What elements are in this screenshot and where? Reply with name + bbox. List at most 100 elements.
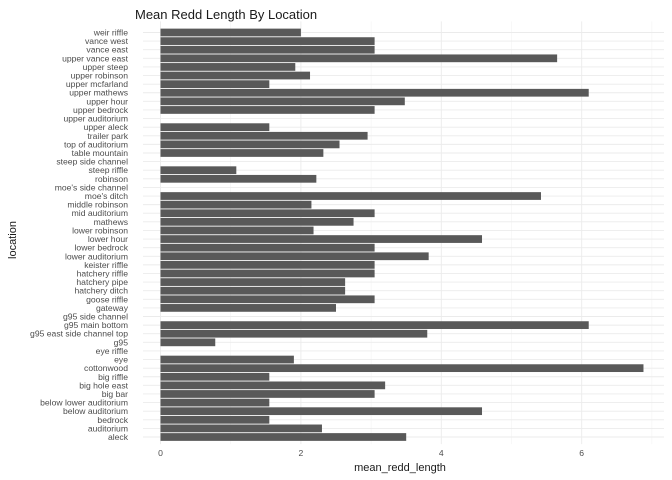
y-tick-label: hatchery pipe — [76, 277, 128, 287]
x-tick-label: 0 — [158, 448, 163, 458]
y-tick-label: g95 — [114, 337, 129, 347]
y-tick-label: middle robinson — [67, 200, 128, 210]
y-tick-label: upper mcfarland — [66, 79, 128, 89]
bar-moe-s-ditch — [160, 192, 541, 200]
bar-g95-east-side-channel-top — [160, 329, 428, 338]
y-tick-label: trailer park — [87, 131, 128, 141]
y-tick-label: mathews — [94, 217, 128, 227]
bar-top-of-auditorium — [160, 140, 340, 149]
bar-upper-robinson — [160, 71, 311, 80]
y-tick-label: aleck — [108, 432, 129, 442]
y-tick-label: g95 side channel — [63, 312, 128, 322]
bar-bedrock — [160, 415, 270, 424]
bar-upper-hour — [160, 97, 405, 106]
y-tick-label: moe's side channel — [55, 182, 128, 192]
bar-big-riffle — [160, 372, 270, 381]
y-tick-label: steep riffle — [89, 165, 129, 175]
bar-upper-steep — [160, 63, 296, 71]
bar-big-hole-east — [160, 381, 386, 390]
y-tick-label: auditorium — [88, 423, 128, 433]
bar-lower-bedrock — [160, 243, 375, 252]
y-tick-label: keister riffle — [84, 260, 128, 270]
y-tick-label: g95 main bottom — [64, 320, 128, 330]
y-tick-label: upper mathews — [69, 88, 128, 98]
y-tick-label: big riffle — [98, 372, 128, 382]
bar-hatchery-ditch — [160, 286, 346, 295]
y-tick-label: lower bedrock — [75, 243, 129, 253]
y-tick-label: eye — [114, 355, 128, 365]
y-tick-label: upper auditorium — [64, 114, 129, 124]
bar-auditorium — [160, 424, 322, 433]
bar-mid-auditorium — [160, 209, 375, 218]
bar-vance-east — [160, 45, 375, 54]
chart-title: Mean Redd Length By Location — [135, 7, 317, 22]
y-tick-label: cottonwood — [84, 363, 128, 373]
y-tick-label: moe's ditch — [85, 191, 128, 201]
y-tick-label: goose riffle — [86, 294, 128, 304]
y-tick-label: gateway — [96, 303, 129, 313]
y-tick-label: vance west — [85, 36, 129, 46]
y-tick-label: robinson — [95, 174, 128, 184]
y-tick-label: lower hour — [88, 234, 128, 244]
x-tick-label: 2 — [299, 448, 304, 458]
x-tick-label: 6 — [579, 448, 584, 458]
bar-eye — [160, 355, 294, 364]
y-tick-label: table mountain — [72, 148, 129, 158]
bar-upper-aleck — [160, 123, 270, 132]
bar-upper-bedrock — [160, 106, 375, 114]
bar-weir-riffle — [160, 28, 301, 37]
bar-lower-auditorium — [160, 252, 429, 261]
bar-vance-west — [160, 37, 375, 45]
y-tick-label: bedrock — [97, 415, 128, 425]
bar-hatchery-riffle — [160, 269, 375, 278]
bar-cottonwood — [160, 364, 644, 373]
y-tick-label: upper hour — [86, 96, 128, 106]
x-tick-label: 4 — [439, 448, 444, 458]
y-tick-label: upper bedrock — [73, 105, 129, 115]
bar-trailer-park — [160, 131, 368, 140]
bar-goose-riffle — [160, 295, 375, 304]
y-tick-label: upper vance east — [62, 53, 129, 63]
y-tick-label: vance east — [86, 45, 128, 55]
bar-big-bar — [160, 390, 375, 398]
y-tick-label: top of auditorium — [64, 139, 128, 149]
bar-gateway — [160, 304, 336, 312]
bar-g95-main-bottom — [160, 321, 589, 329]
x-axis-title: mean_redd_length — [354, 462, 446, 474]
bar-mathews — [160, 217, 354, 226]
y-axis-title: location — [7, 221, 19, 259]
bar-upper-vance-east — [160, 54, 558, 63]
bar-upper-mathews — [160, 88, 589, 97]
y-tick-label: below auditorium — [63, 406, 128, 416]
y-tick-label: upper steep — [83, 62, 129, 72]
bar-hatchery-pipe — [160, 278, 346, 286]
bar-aleck — [160, 433, 407, 441]
y-tick-label: weir riffle — [93, 28, 128, 38]
y-tick-label: below lower auditorium — [40, 398, 128, 408]
y-tick-label: upper aleck — [84, 122, 129, 132]
bar-table-mountain — [160, 149, 324, 157]
bar-upper-mcfarland — [160, 80, 270, 89]
y-tick-label: hatchery riffle — [77, 268, 129, 278]
y-tick-label: big bar — [102, 389, 128, 399]
y-tick-label: mid auditorium — [72, 208, 128, 218]
bar-lower-robinson — [160, 226, 314, 235]
y-tick-label: big hole east — [79, 380, 128, 390]
bar-robinson — [160, 174, 317, 183]
bar-below-auditorium — [160, 407, 483, 416]
x-tick-labels: 0 2 4 6 — [158, 448, 584, 458]
y-tick-label: upper robinson — [71, 71, 129, 81]
y-tick-label: lower auditorium — [65, 251, 128, 261]
bar-keister-riffle — [160, 260, 375, 269]
y-tick-label: hatchery ditch — [74, 286, 128, 296]
y-tick-label: steep side channel — [56, 157, 128, 167]
y-tick-label: g95 east side channel top — [30, 329, 128, 339]
y-tick-label: eye riffle — [96, 346, 129, 356]
y-tick-label: lower robinson — [72, 225, 128, 235]
bars — [160, 28, 644, 441]
bar-middle-robinson — [160, 200, 312, 209]
bar-steep-riffle — [160, 166, 237, 175]
